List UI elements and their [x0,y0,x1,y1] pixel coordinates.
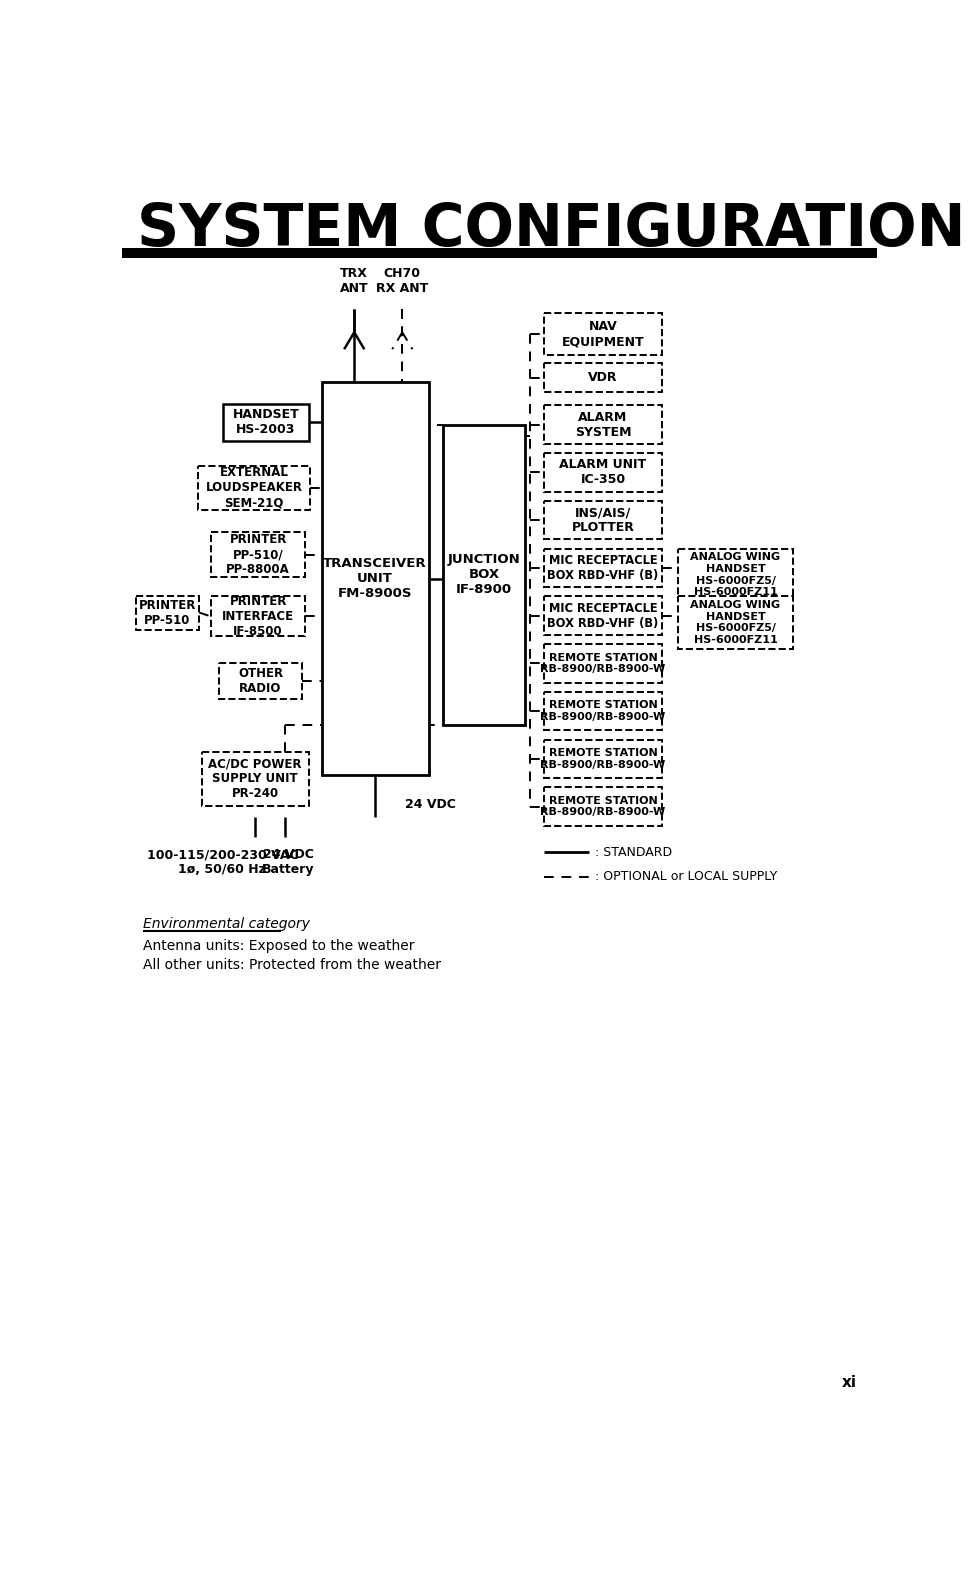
Bar [544,405,662,445]
Text: REMOTE STATION
RB-8900/RB-8900-W: REMOTE STATION RB-8900/RB-8900-W [541,653,665,674]
Text: OTHER
RADIO: OTHER RADIO [238,668,283,694]
Bar [202,751,309,805]
Text: TRANSCEIVER
UNIT
FM-8900S: TRANSCEIVER UNIT FM-8900S [323,557,427,600]
Bar [544,501,662,539]
Bar [198,465,310,509]
Text: INS/AIS/
PLOTTER: INS/AIS/ PLOTTER [572,506,634,535]
Text: HANDSET
HS-2003: HANDSET HS-2003 [233,408,299,437]
Text: PRINTER
PP-510/
PP-8800A: PRINTER PP-510/ PP-8800A [226,533,290,576]
Bar [678,549,793,601]
Text: EXTERNAL
LOUDSPEAKER
SEM-21Q: EXTERNAL LOUDSPEAKER SEM-21Q [206,467,302,509]
Text: 24 VDC
Battery: 24 VDC Battery [262,848,315,876]
Bar [218,663,302,699]
Bar [544,549,662,587]
Bar [544,691,662,731]
Text: xi: xi [842,1375,856,1389]
Bar [544,313,662,356]
Text: NAV
EQUIPMENT: NAV EQUIPMENT [562,320,645,348]
Text: REMOTE STATION
RB-8900/RB-8900-W: REMOTE STATION RB-8900/RB-8900-W [541,748,665,770]
Bar [544,596,662,634]
Bar [321,383,429,775]
Text: : STANDARD: : STANDARD [595,845,672,859]
Text: SYSTEM CONFIGURATION: SYSTEM CONFIGURATION [137,201,966,258]
Text: REMOTE STATION
RB-8900/RB-8900-W: REMOTE STATION RB-8900/RB-8900-W [541,701,665,721]
Text: PRINTER
INTERFACE
IF-8500: PRINTER INTERFACE IF-8500 [222,595,294,638]
Text: ALARM UNIT
IC-350: ALARM UNIT IC-350 [559,459,647,486]
Bar [443,424,525,725]
Text: MIC RECEPTACLE
BOX RBD-VHF (B): MIC RECEPTACLE BOX RBD-VHF (B) [547,554,658,582]
Bar [211,533,306,577]
Text: ANALOG WING
HANDSET
HS-6000FZ5/
HS-6000FZ11: ANALOG WING HANDSET HS-6000FZ5/ HS-6000F… [691,600,780,645]
Text: 100-115/200-230 VAC
1ø, 50/60 Hz: 100-115/200-230 VAC 1ø, 50/60 Hz [146,848,298,876]
Text: CH70
RX ANT: CH70 RX ANT [376,267,429,294]
Text: ALARM
SYSTEM: ALARM SYSTEM [575,411,631,438]
Text: VDR: VDR [588,372,618,384]
Text: 24 VDC: 24 VDC [404,797,456,812]
Bar [222,403,310,441]
Bar [544,644,662,683]
Text: : OPTIONAL or LOCAL SUPPLY: : OPTIONAL or LOCAL SUPPLY [595,870,777,883]
Bar [544,740,662,778]
Text: TRX
ANT: TRX ANT [340,267,368,294]
Text: AC/DC POWER
SUPPLY UNIT
PR-240: AC/DC POWER SUPPLY UNIT PR-240 [208,758,302,800]
Bar [135,596,200,630]
Text: ANALOG WING
HANDSET
HS-6000FZ5/
HS-6000FZ11: ANALOG WING HANDSET HS-6000FZ5/ HS-6000F… [691,552,780,598]
Text: MIC RECEPTACLE
BOX RBD-VHF (B): MIC RECEPTACLE BOX RBD-VHF (B) [547,601,658,630]
Text: PRINTER
PP-510: PRINTER PP-510 [138,598,196,626]
Bar [678,596,793,649]
Text: All other units: Protected from the weather: All other units: Protected from the weat… [143,957,441,971]
Bar [211,596,306,636]
Text: Environmental category: Environmental category [143,918,311,932]
Text: Antenna units: Exposed to the weather: Antenna units: Exposed to the weather [143,940,415,952]
Bar [544,364,662,392]
Text: REMOTE STATION
RB-8900/RB-8900-W: REMOTE STATION RB-8900/RB-8900-W [541,796,665,818]
Bar [122,248,877,258]
Bar [544,452,662,492]
Text: JUNCTION
BOX
IF-8900: JUNCTION BOX IF-8900 [448,554,520,596]
Bar [544,788,662,826]
